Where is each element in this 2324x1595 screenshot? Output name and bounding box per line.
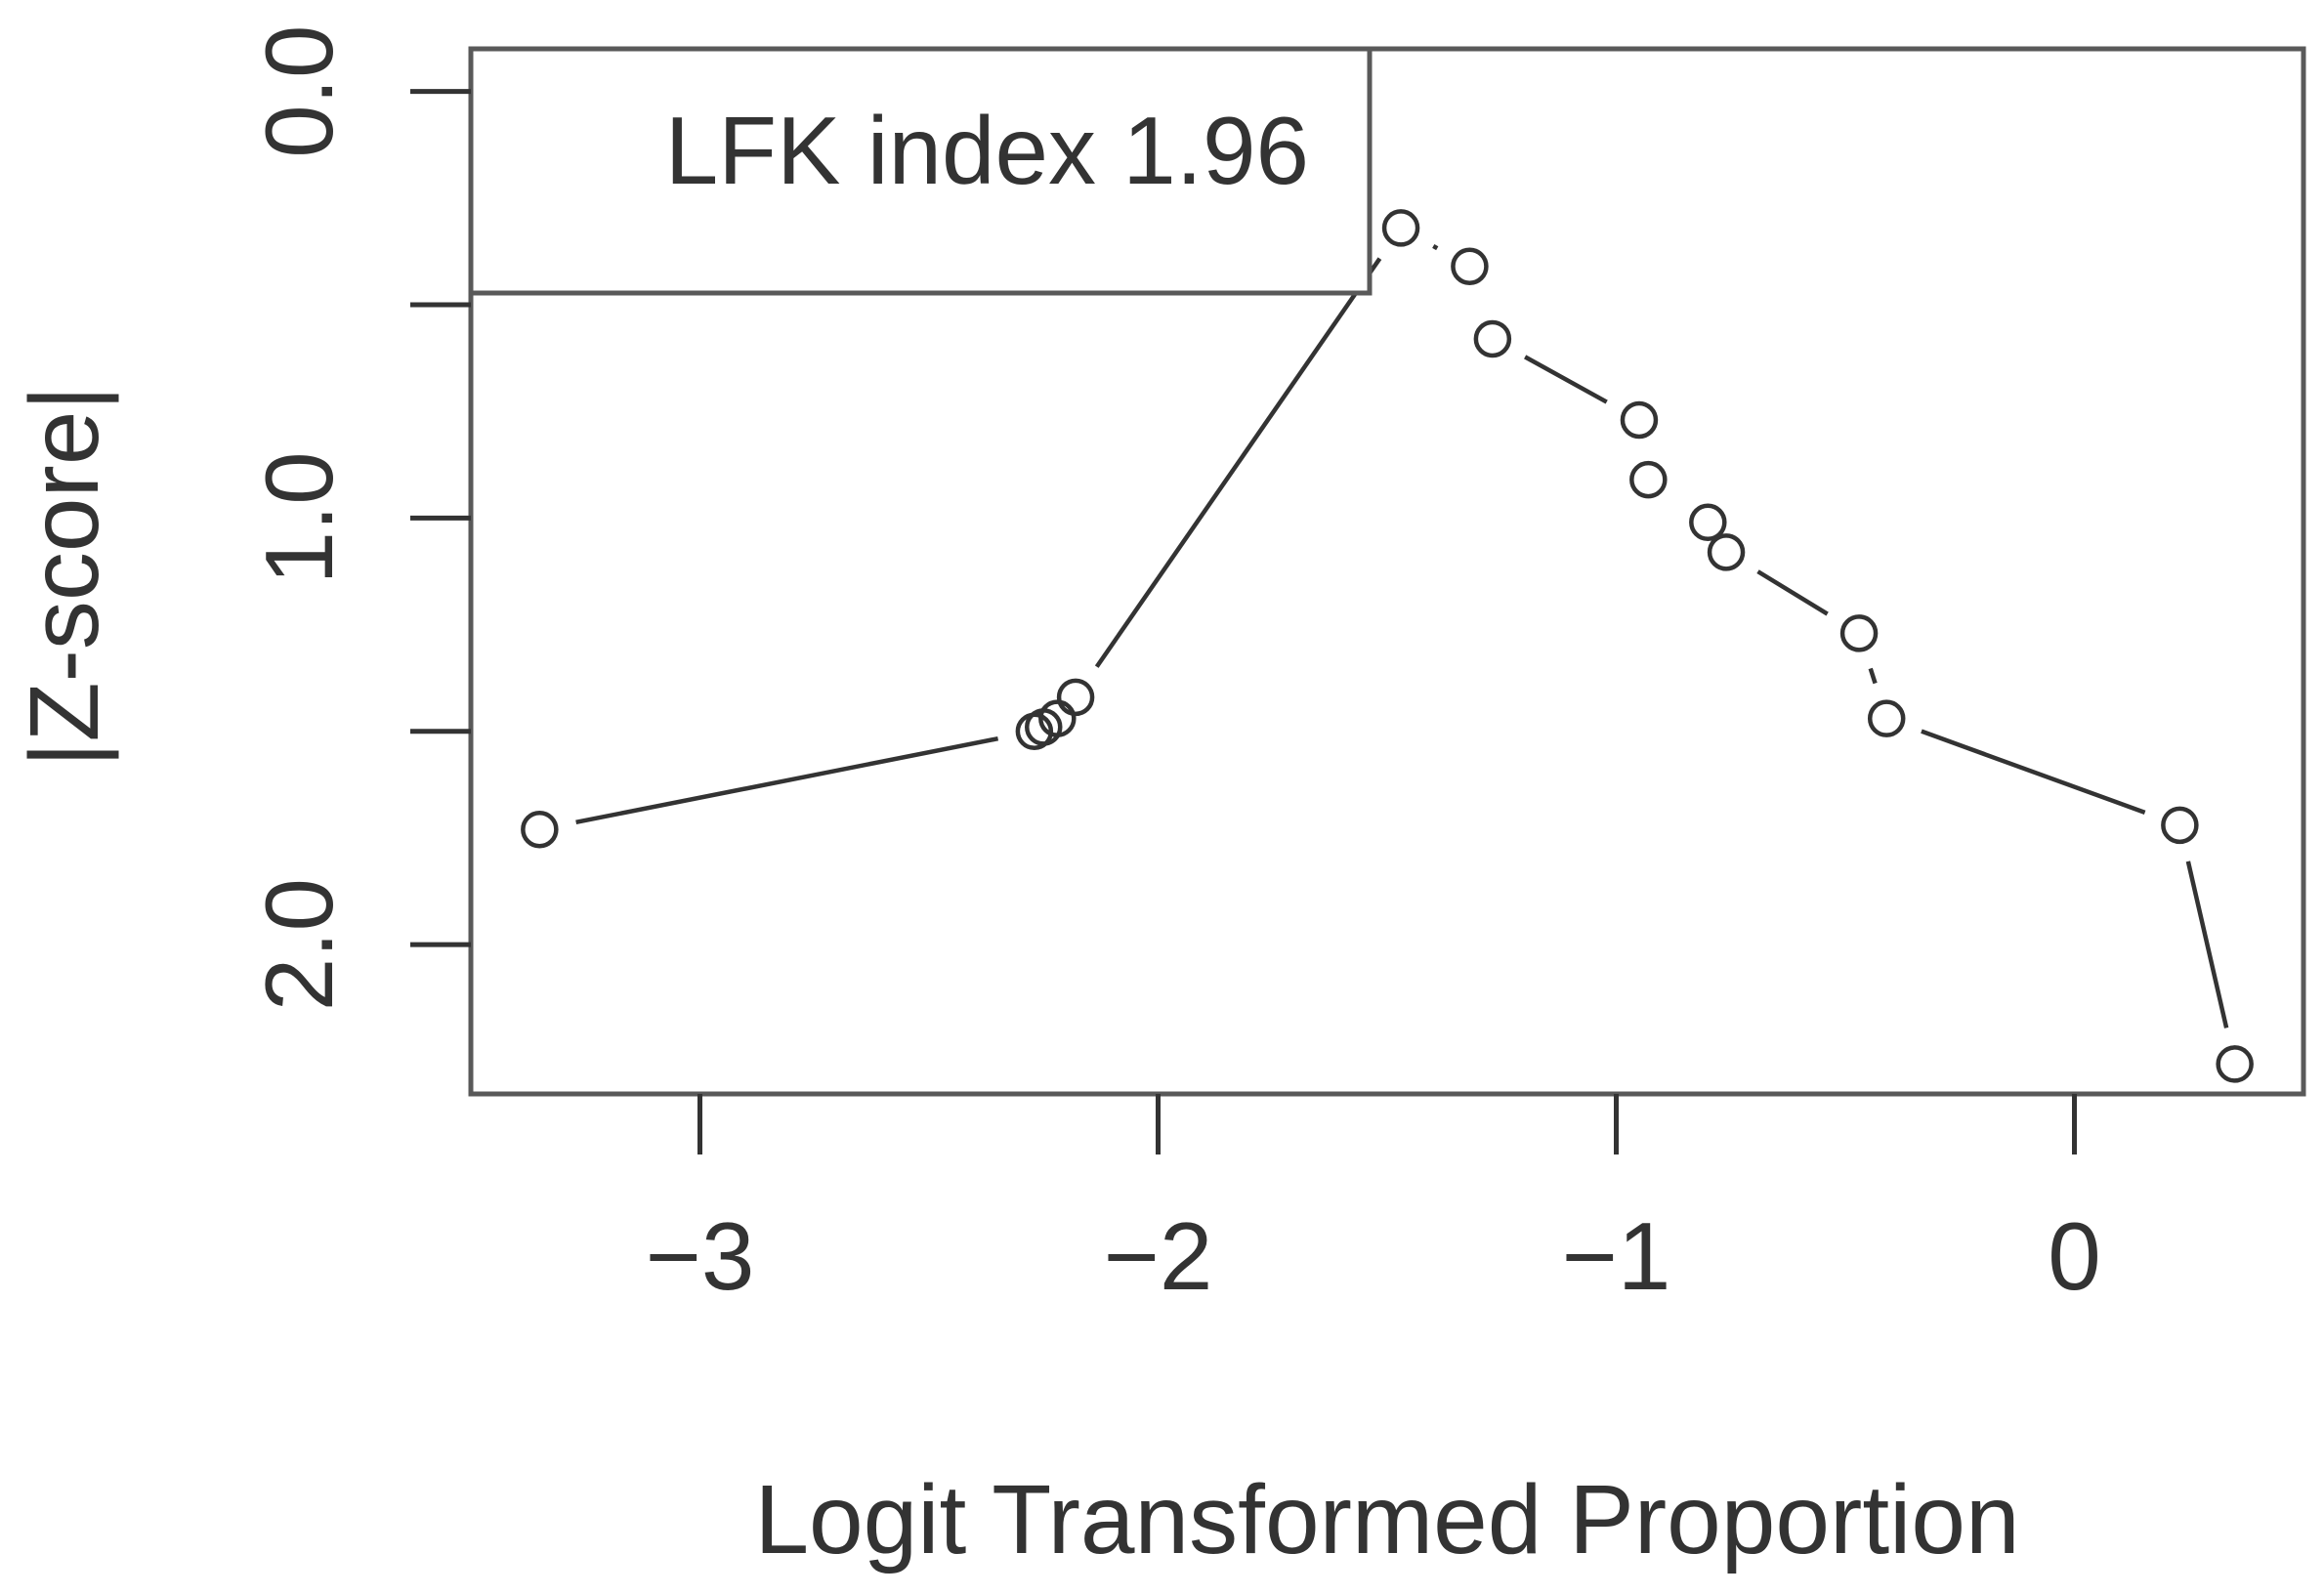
data-point (1620, 400, 1659, 440)
legend: LFK index 1.96 (468, 46, 1373, 296)
data-point (1629, 460, 1668, 499)
plot-frame (468, 46, 2306, 1097)
data-point (1707, 533, 1746, 571)
series-segment (1868, 667, 1878, 685)
data-point (1381, 209, 1420, 247)
series-segment (2185, 860, 2229, 1028)
data-point (1038, 699, 1077, 737)
data-point (2216, 1045, 2254, 1083)
x-tick-label: −1 (1562, 1202, 1671, 1310)
legend-box (468, 46, 1373, 296)
series-segment (1524, 355, 1608, 404)
y-axis: 0.0 1.0 2.0 (245, 25, 471, 1011)
data-point (1451, 247, 1489, 285)
series-segment (575, 735, 999, 825)
y-tick-label: 2.0 (245, 878, 353, 1011)
data-point (1473, 319, 1512, 358)
series-lines (575, 243, 2229, 1028)
y-axis-title: |Z-score| (10, 386, 119, 768)
x-tick-label: 0 (2048, 1202, 2101, 1310)
series-segment (1921, 729, 2146, 815)
data-point (2161, 806, 2199, 845)
data-points (521, 209, 2254, 1083)
data-point (521, 810, 559, 849)
series-segment (1094, 257, 1382, 668)
y-tick-label: 0.0 (245, 25, 353, 158)
data-point (1867, 699, 1906, 737)
legend-text: LFK index 1.96 (665, 97, 1309, 204)
x-axis-title: Logit Transformed Proportion (754, 1465, 2019, 1574)
x-tick-label: −2 (1104, 1202, 1213, 1310)
x-tick-label: −3 (646, 1202, 755, 1310)
x-axis: −3 −2 −1 0 (646, 1094, 2101, 1310)
data-point (1689, 503, 1727, 542)
data-point (1839, 614, 1879, 652)
series-segment (1432, 243, 1439, 251)
data-point (1056, 678, 1095, 717)
series-segment (1756, 569, 1829, 616)
y-tick-label: 1.0 (245, 451, 353, 584)
